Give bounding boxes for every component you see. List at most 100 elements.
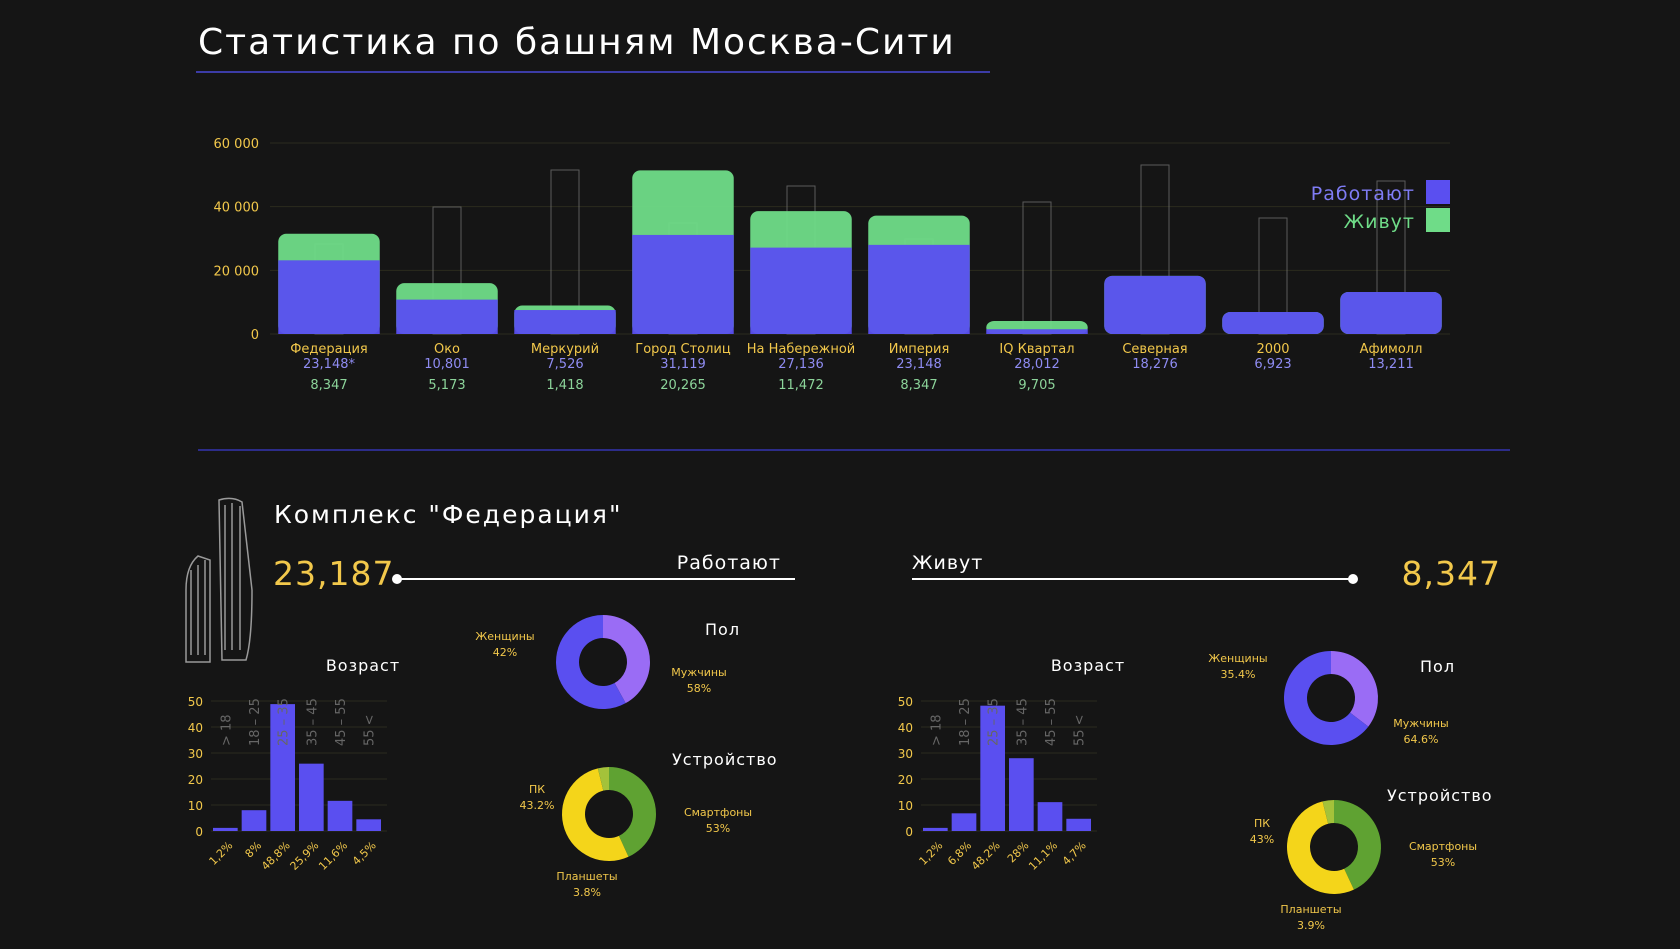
- gender-donut-live: Пол Женщины 35.4% Мужчины 64.6%: [1208, 651, 1455, 746]
- donut-slice-label: Планшеты: [1280, 903, 1341, 916]
- live-line-dot: [1348, 574, 1358, 584]
- age-bar: [299, 763, 324, 831]
- age-category-label: 35 – 45: [305, 698, 320, 746]
- age-category-label: 18 – 25: [958, 698, 973, 746]
- donut-slice-label: Мужчины: [1393, 717, 1448, 730]
- donut-slice-pct: 53%: [1431, 856, 1455, 869]
- x-category-label: Империя: [889, 342, 950, 357]
- donut-slice: [1286, 801, 1354, 895]
- age-value-label: 48,8%: [259, 839, 293, 873]
- donut-slice: [1334, 800, 1381, 890]
- donut-title: Устройство: [672, 750, 778, 769]
- age-bar: [1009, 758, 1034, 831]
- age-category-label: 55 <: [1073, 714, 1088, 746]
- legend-swatch-live: [1426, 208, 1450, 232]
- work-value-label: 31,119: [660, 357, 706, 372]
- live-value-label: 20,265: [660, 378, 706, 393]
- age-y-tick: 40: [898, 721, 913, 735]
- donut-title: Пол: [705, 620, 740, 639]
- x-category-label: Северная: [1122, 342, 1187, 357]
- age-bar: [980, 705, 1005, 831]
- donut-slice-pct: 43%: [1250, 833, 1274, 846]
- bar-work: [514, 310, 616, 334]
- y-tick-label: 40 000: [214, 201, 260, 216]
- donut-slice-label: ПК: [1254, 817, 1270, 830]
- donut-slice: [597, 767, 609, 791]
- donut-slice: [603, 615, 650, 704]
- donut-slice: [555, 615, 626, 709]
- live-value-label: 5,173: [428, 378, 465, 393]
- age-title: Возраст: [1051, 656, 1125, 675]
- live-value-label: 11,472: [778, 378, 824, 393]
- work-value-label: 23,148: [896, 357, 942, 372]
- gender-donut-work: Пол Женщины 42% Мужчины 58%: [475, 615, 740, 709]
- x-category-label: Федерация: [290, 342, 368, 357]
- complex-title: Комплекс "Федерация": [274, 500, 622, 529]
- tower-silhouette: [1022, 201, 1052, 335]
- donut-slice-label: Смартфоны: [684, 806, 752, 819]
- x-category-label: Око: [434, 342, 460, 357]
- donut-slice-pct: 53%: [706, 822, 730, 835]
- work-value-label: 13,211: [1368, 357, 1414, 372]
- donut-slice-label: Мужчины: [671, 666, 726, 679]
- age-category-label: > 18: [929, 714, 944, 746]
- age-value-label: 25,9%: [288, 839, 322, 873]
- bar-work: [1340, 291, 1442, 334]
- donut-slice: [1284, 651, 1369, 746]
- donut-slice: [561, 768, 629, 862]
- age-value-label: 8%: [243, 839, 265, 861]
- bar-work: [278, 260, 380, 334]
- y-tick-label: 0: [251, 328, 259, 343]
- age-bar: [1066, 818, 1091, 831]
- age-y-tick: 10: [898, 799, 913, 813]
- age-y-tick: 20: [188, 773, 203, 787]
- age-y-tick: 50: [898, 695, 913, 709]
- age-category-label: 18 – 25: [248, 698, 263, 746]
- donut-slice-pct: 58%: [687, 682, 711, 695]
- work-value-label: 6,923: [1254, 357, 1291, 372]
- donut-slice-label: Женщины: [475, 630, 534, 643]
- donut-title: Пол: [1420, 657, 1455, 676]
- age-category-label: > 18: [219, 714, 234, 746]
- bar-work: [868, 244, 970, 334]
- legend-swatch-work: [1426, 180, 1450, 204]
- work-label: Работают: [677, 552, 781, 574]
- work-value-label: 27,136: [778, 357, 824, 372]
- age-y-tick: 40: [188, 721, 203, 735]
- live-value-label: 1,418: [546, 378, 583, 393]
- donut-slice-pct: 3.8%: [573, 886, 601, 899]
- age-value-label: 4,5%: [350, 839, 379, 868]
- bar-work: [1222, 311, 1324, 334]
- work-value-label: 7,526: [546, 357, 583, 372]
- age-y-tick: 50: [188, 695, 203, 709]
- donut-slice: [1331, 651, 1378, 727]
- x-category-label: 2000: [1256, 342, 1289, 357]
- age-bar: [213, 827, 238, 831]
- age-y-tick: 30: [188, 747, 203, 761]
- age-y-tick: 0: [195, 825, 203, 839]
- work-value-label: 10,801: [424, 357, 470, 372]
- bar-work: [396, 299, 498, 334]
- age-category-label: 25 – 35: [277, 698, 292, 746]
- age-bar: [1037, 802, 1063, 831]
- live-value-label: 8,347: [900, 378, 937, 393]
- age-value-label: 4,7%: [1060, 839, 1089, 868]
- live-value-label: 9,705: [1018, 378, 1055, 393]
- donut-slice-pct: 64.6%: [1404, 733, 1439, 746]
- age-y-tick: 30: [898, 747, 913, 761]
- age-y-tick: 10: [188, 799, 203, 813]
- bar-work: [632, 234, 734, 334]
- federation-tower-icon: [185, 497, 253, 663]
- x-category-label: На Набережной: [747, 342, 856, 357]
- donut-slice: [609, 767, 656, 857]
- donut-slice-label: Планшеты: [556, 870, 617, 883]
- live-label: Живут: [912, 552, 983, 574]
- work-total-value: 23,187: [273, 554, 394, 593]
- page-title: Статистика по башням Москва-Сити: [198, 22, 956, 63]
- donut-slice-pct: 3.9%: [1297, 919, 1325, 932]
- age-title: Возраст: [326, 656, 400, 675]
- age-histogram-work: Возраст 0 10 20 30 40 50 > 18 1,2% 18 – 25 8% 25 – …: [188, 656, 400, 873]
- y-tick-label: 20 000: [214, 264, 260, 279]
